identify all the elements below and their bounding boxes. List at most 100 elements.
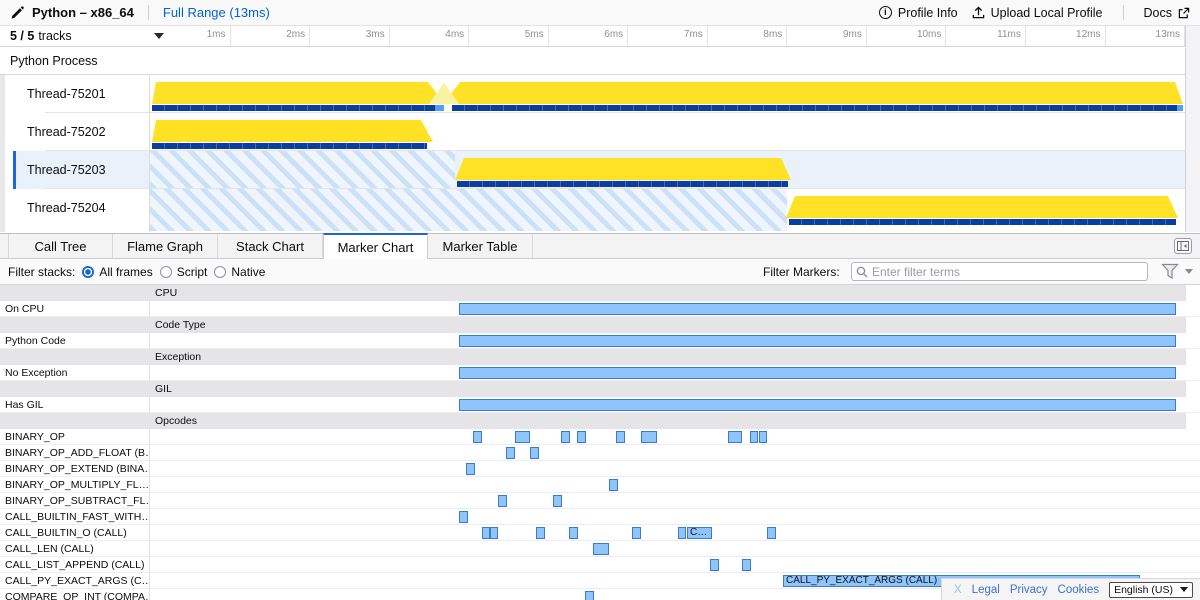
marker-box[interactable] (632, 527, 641, 539)
thread-track-label[interactable]: Thread-75203 (27, 163, 106, 177)
radio-label: Native (231, 264, 266, 279)
open-sidebar-icon[interactable] (1174, 238, 1192, 254)
thread-track-row[interactable]: Thread-75201 (0, 75, 1200, 113)
timeline-ruler-row: 5 / 5 tracks 1ms 2ms 3ms 4ms 5ms 6ms 7ms 8ms 9ms… (0, 26, 1200, 47)
marker-box[interactable]: C… (687, 527, 712, 539)
external-link-icon (1178, 7, 1190, 18)
legal-link[interactable]: Legal (971, 583, 1000, 596)
marker-box[interactable] (577, 431, 586, 443)
marker-box[interactable] (678, 527, 686, 539)
profile-title[interactable]: Python – x86_64 (32, 5, 134, 20)
marker-box[interactable] (710, 559, 719, 571)
marker-box[interactable] (459, 367, 1176, 379)
marker-row: Has GIL (0, 397, 1200, 413)
thread-track-label[interactable]: Thread-75202 (27, 125, 106, 139)
track-label-separator (149, 75, 150, 232)
ruler-tick-label: 5ms (524, 29, 544, 40)
marker-box[interactable] (561, 431, 570, 443)
marker-box[interactable] (750, 431, 758, 443)
ruler-tick (1184, 26, 1185, 46)
upload-icon (972, 6, 984, 19)
marker-box[interactable] (506, 447, 515, 459)
tracks-visibility-dropdown[interactable]: 5 / 5 tracks (10, 26, 164, 46)
marker-box[interactable] (728, 431, 742, 443)
marker-box[interactable] (490, 527, 498, 539)
stack-filter-option[interactable]: Script (159, 265, 207, 279)
marker-box[interactable] (466, 463, 475, 475)
track-left-gutter (0, 75, 5, 232)
marker-row-label: CALL_BUILTIN_FAST_WITH… (0, 509, 150, 524)
thread-track-label[interactable]: Thread-75201 (27, 87, 106, 101)
marker-box[interactable] (459, 511, 468, 523)
ruler-tick (786, 26, 788, 46)
radio-script[interactable] (159, 265, 172, 278)
ruler-tick (1104, 26, 1106, 46)
ruler-tick-label: 3ms (365, 29, 385, 40)
radio-all-frames[interactable] (82, 265, 95, 278)
radio-native[interactable] (214, 265, 227, 278)
edit-pencil-icon[interactable] (10, 5, 24, 20)
stack-filter-option[interactable]: All frames (82, 264, 153, 279)
marker-box[interactable] (473, 431, 482, 443)
docs-button[interactable]: Docs (1144, 6, 1190, 20)
stack-filter-option[interactable]: Native (214, 265, 265, 279)
tab-marker-chart[interactable]: Marker Chart (323, 233, 428, 259)
thread-tracks: Thread-75201 Thread-75202 Thread-75203 Thre… (0, 75, 1200, 232)
filter-markers-label: Filter Markers: (763, 265, 840, 279)
marker-box[interactable] (459, 399, 1176, 411)
marker-box[interactable] (585, 591, 594, 600)
ruler-tick-label: 4ms (445, 29, 465, 40)
marker-box[interactable] (767, 527, 776, 539)
marker-filter-input[interactable] (851, 262, 1148, 281)
thread-track-row[interactable]: Thread-75202 (0, 113, 1200, 151)
sample-bar-segment (452, 105, 1177, 111)
marker-box[interactable] (498, 495, 507, 507)
privacy-link[interactable]: Privacy (1009, 583, 1048, 596)
banner-close-button[interactable]: X (954, 583, 962, 596)
cpu-activity-area (152, 82, 1183, 104)
profile-info-button[interactable]: i Profile Info (878, 6, 958, 20)
marker-box[interactable] (530, 447, 539, 459)
marker-box[interactable] (759, 431, 767, 443)
ruler-tick (706, 26, 708, 46)
cookies-link[interactable]: Cookies (1057, 583, 1100, 596)
tab-flame-graph[interactable]: Flame Graph (113, 234, 218, 258)
thread-track-row[interactable]: Thread-75203 (0, 151, 1200, 189)
ruler-tick (627, 26, 629, 46)
tracks-scrollbar-gutter[interactable] (1185, 26, 1200, 232)
marker-box[interactable] (482, 527, 490, 539)
sample-bar-segment (152, 105, 435, 111)
tab-stack-chart[interactable]: Stack Chart (218, 234, 323, 258)
marker-category-label: CPU (155, 287, 178, 299)
marker-category-header: Code Type (0, 317, 1185, 333)
process-track-header[interactable]: Python Process (0, 47, 1200, 75)
marker-row-label: CALL_PY_EXACT_ARGS (C… (0, 573, 150, 588)
filter-funnel-icon[interactable] (1161, 263, 1179, 280)
marker-box[interactable] (536, 527, 545, 539)
marker-box[interactable] (593, 543, 609, 555)
marker-box[interactable] (641, 431, 657, 443)
marker-row-label: BINARY_OP_MULTIPLY_FL… (0, 477, 150, 492)
tab-marker-table[interactable]: Marker Table (428, 234, 533, 258)
thread-track-label[interactable]: Thread-75204 (27, 201, 106, 215)
marker-row: CALL_LIST_APPEND (CALL) (0, 557, 1200, 573)
marker-box[interactable] (569, 527, 578, 539)
ruler-tick-label: 12ms (1076, 29, 1101, 40)
marker-box[interactable] (616, 431, 625, 443)
upload-profile-button[interactable]: Upload Local Profile (972, 6, 1103, 20)
full-range-link[interactable]: Full Range (13ms) (162, 5, 270, 20)
marker-box[interactable] (742, 559, 751, 571)
language-select[interactable]: English (US) (1109, 581, 1194, 598)
filter-dropdown-caret[interactable] (1185, 269, 1193, 274)
marker-box[interactable] (515, 431, 530, 443)
radio-label: All frames (99, 264, 153, 279)
thread-track-row[interactable]: Thread-75204 (0, 189, 1200, 232)
marker-box[interactable] (459, 335, 1176, 347)
marker-box[interactable] (609, 479, 618, 491)
marker-row: BINARY_OP (0, 429, 1200, 445)
marker-row: BINARY_OP_ADD_FLOAT (B… (0, 445, 1200, 461)
tab-call-tree[interactable]: Call Tree (8, 234, 113, 258)
ruler-tick (547, 26, 549, 46)
marker-box[interactable] (553, 495, 562, 507)
marker-box[interactable] (459, 303, 1176, 315)
